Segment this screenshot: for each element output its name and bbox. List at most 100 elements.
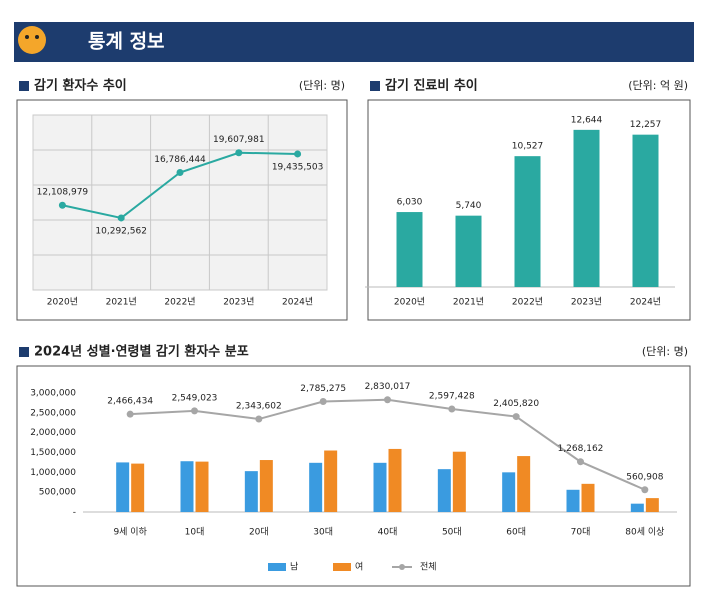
data-label: 10,527 (512, 142, 544, 152)
bar (259, 460, 273, 512)
data-label: 2,785,275 (300, 384, 346, 394)
bar (180, 461, 194, 512)
data-label: 12,108,979 (37, 188, 89, 198)
section-title: 감기 환자수 추이 (34, 78, 127, 94)
data-point (384, 396, 391, 404)
data-point (58, 201, 66, 209)
x-tick-label: 9세 이하 (113, 527, 147, 538)
data-label: 2,549,023 (172, 393, 218, 403)
bar (396, 212, 423, 287)
y-tick-label: 1,500,000 (30, 448, 76, 458)
bar (514, 156, 541, 287)
data-point (255, 415, 263, 423)
bar (388, 448, 402, 512)
x-tick-label: 2022년 (512, 297, 543, 308)
data-point (126, 410, 134, 418)
y-tick-label: 1,000,000 (30, 468, 76, 478)
data-label: 2,830,017 (365, 382, 411, 392)
bar (632, 134, 659, 287)
x-tick-label: 2020년 (394, 297, 425, 308)
data-point (448, 405, 456, 413)
bar (517, 456, 531, 512)
data-point (191, 407, 198, 415)
data-label: 12,257 (630, 120, 662, 130)
header-bar (14, 22, 694, 62)
data-label: 19,607,981 (213, 135, 265, 145)
legend-label: 전체 (420, 562, 437, 573)
data-point (235, 149, 243, 157)
data-label: 2,466,434 (107, 397, 153, 407)
x-tick-label: 2023년 (223, 297, 254, 308)
bar (324, 450, 338, 512)
legend-swatch (268, 563, 286, 571)
x-tick-label: 20대 (249, 527, 269, 538)
x-tick-label: 2020년 (47, 297, 78, 308)
data-point (176, 168, 184, 176)
x-tick-label: 2024년 (630, 297, 661, 308)
y-tick-label: 500,000 (39, 488, 76, 498)
legend-label: 여 (355, 561, 363, 573)
data-point (319, 398, 327, 406)
plot-area (32, 114, 328, 291)
data-label: 2,343,602 (236, 402, 282, 412)
unit-label: (단위: 명) (299, 79, 345, 92)
data-label: 1,268,162 (558, 444, 604, 454)
bar (116, 462, 130, 512)
data-label: 5,740 (456, 201, 482, 211)
x-tick-label: 40대 (378, 527, 398, 538)
bar (573, 129, 600, 287)
data-label: 10,292,562 (95, 226, 147, 236)
x-tick-label: 60대 (506, 527, 526, 538)
bar (455, 215, 482, 287)
data-point (117, 214, 125, 222)
section-marker (19, 347, 29, 357)
y-tick-label: 2,500,000 (30, 408, 76, 418)
data-label: 2,405,820 (493, 399, 539, 409)
mascot (18, 26, 46, 54)
chart-frame (16, 365, 691, 587)
legend-swatch (333, 563, 351, 571)
bar (645, 498, 659, 512)
data-label: 560,908 (626, 472, 663, 482)
x-tick-label: 30대 (313, 527, 333, 538)
data-point (641, 486, 649, 494)
bar (502, 472, 516, 512)
section-title: 감기 진료비 추이 (385, 78, 478, 94)
data-point (294, 150, 302, 158)
x-tick-label: 10대 (185, 527, 205, 538)
mascot-eye (25, 35, 29, 39)
bar (373, 462, 387, 512)
mascot-eye (35, 35, 39, 39)
data-point (512, 413, 520, 421)
data-point (577, 458, 584, 466)
bar (309, 462, 323, 512)
data-label: 2,597,428 (429, 391, 475, 401)
data-label: 16,786,444 (154, 155, 206, 165)
data-label: 12,644 (571, 115, 603, 125)
x-tick-label: 2021년 (453, 297, 484, 308)
bar (452, 451, 466, 512)
unit-label: (단위: 억 원) (628, 79, 688, 92)
bar (131, 463, 145, 512)
x-tick-label: 2024년 (282, 297, 313, 308)
bar (195, 461, 209, 512)
x-tick-label: 2021년 (106, 297, 137, 308)
section-marker (19, 81, 29, 91)
bar (437, 469, 451, 512)
legend-swatch (399, 564, 405, 570)
x-tick-label: 70대 (571, 527, 591, 538)
bar (630, 503, 644, 512)
x-tick-label: 2022년 (164, 297, 195, 308)
header-title: 통계 정보 (88, 31, 165, 53)
x-tick-label: 50대 (442, 527, 462, 538)
data-label: 6,030 (397, 198, 423, 208)
section-title: 2024년 성별·연령별 감기 환자수 분포 (34, 344, 249, 360)
x-tick-label: 80세 이상 (625, 527, 664, 538)
bar (244, 471, 258, 512)
y-tick-label: - (73, 508, 76, 518)
legend-label: 남 (290, 562, 298, 573)
x-tick-label: 2023년 (571, 297, 602, 308)
y-tick-label: 3,000,000 (30, 389, 76, 399)
bar (566, 489, 580, 512)
